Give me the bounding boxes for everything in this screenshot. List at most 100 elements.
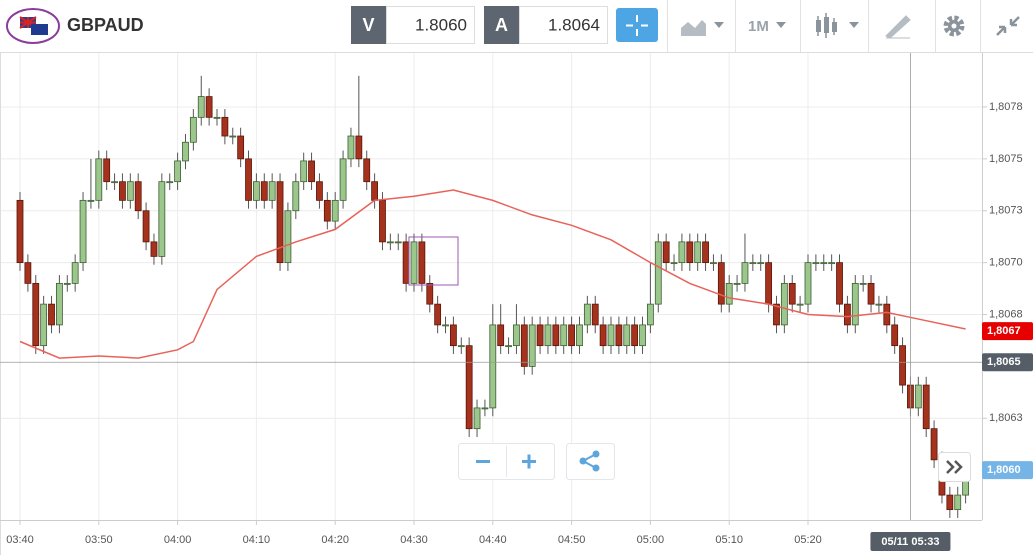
candle-body xyxy=(883,303,891,326)
x-tick-label: 04:20 xyxy=(321,534,349,546)
candle-body xyxy=(292,181,300,212)
candle-body xyxy=(591,303,599,326)
bid-label: V xyxy=(362,15,374,35)
candle-body xyxy=(276,181,284,264)
candle-body xyxy=(875,303,883,306)
candle-body xyxy=(111,181,118,184)
candle-body xyxy=(536,324,544,347)
timeframe[interactable]: 1M xyxy=(748,18,769,35)
draw-icon[interactable] xyxy=(885,15,911,39)
candle-body xyxy=(828,262,836,265)
candle-body xyxy=(379,199,386,243)
x-tick-label: 04:30 xyxy=(400,534,428,546)
candle-body xyxy=(174,160,182,183)
candle-body xyxy=(347,135,355,160)
candle-body xyxy=(607,324,615,347)
y-tick-label: 1,8078 xyxy=(989,101,1023,113)
candle-body xyxy=(851,282,859,326)
candle-body xyxy=(662,241,670,264)
candle-body xyxy=(654,241,662,305)
candle-body xyxy=(631,324,639,347)
flag-uk-cross xyxy=(19,16,37,29)
scroll-right-icon xyxy=(946,460,963,474)
candle-body xyxy=(497,324,505,347)
x-tick-label: 05:00 xyxy=(637,534,665,546)
candle-body xyxy=(426,282,434,305)
candle-body xyxy=(205,96,213,118)
ask-box xyxy=(519,6,608,44)
x-tick-label: 05:20 xyxy=(794,534,822,546)
candle-body xyxy=(386,241,394,244)
candle-body xyxy=(40,303,48,347)
candle-body xyxy=(520,324,528,367)
candle-body xyxy=(339,158,347,201)
chart-type-icon[interactable] xyxy=(681,20,706,36)
settings-icon-hole xyxy=(951,23,957,29)
candle-body xyxy=(647,303,654,326)
candle-body xyxy=(930,428,938,461)
candle-body xyxy=(16,199,24,264)
x-tick-label: 04:10 xyxy=(243,534,271,546)
candle-body xyxy=(158,181,166,257)
candle-body xyxy=(489,324,497,409)
candle-body xyxy=(954,494,962,511)
candle-body xyxy=(773,303,780,326)
candle-body xyxy=(481,407,489,410)
y-tick-label: 1,8075 xyxy=(989,153,1023,165)
bid-box xyxy=(386,6,475,44)
candle-body xyxy=(686,241,694,264)
candle-body xyxy=(63,282,71,285)
candle-body xyxy=(119,181,126,201)
candle-body xyxy=(780,282,788,326)
price-label: 1,8067 xyxy=(987,325,1021,337)
candle-body xyxy=(576,324,583,347)
candle-body xyxy=(142,210,150,243)
x-tick-label: 03:50 xyxy=(85,534,113,546)
ask-button[interactable] xyxy=(484,6,519,44)
candle-body xyxy=(79,199,87,264)
candle-body xyxy=(528,324,536,367)
y-tick-label: 1,8073 xyxy=(989,205,1023,217)
candle-body xyxy=(182,141,189,162)
candle-body xyxy=(284,210,292,264)
candle-body xyxy=(765,262,772,305)
candle-body xyxy=(316,181,323,201)
x-tick-label: 05:10 xyxy=(715,534,743,546)
settings-icon[interactable] xyxy=(943,15,965,37)
candle-body xyxy=(891,324,899,347)
candle-body xyxy=(678,241,686,264)
marks xyxy=(16,75,969,518)
candle-body xyxy=(505,345,512,348)
crosshair-button[interactable] xyxy=(616,8,658,42)
x-tick-label: 04:40 xyxy=(479,534,507,546)
candle-body xyxy=(457,345,465,348)
candle-body xyxy=(560,324,568,347)
candle-body xyxy=(615,324,623,347)
price-label-box xyxy=(982,461,1033,480)
bid-button[interactable] xyxy=(351,6,386,44)
candle-body xyxy=(599,324,607,347)
overlay: 1,8078 1,8075 1,8073 1,8070 1,8068 1,8063 03:4… xyxy=(0,53,1033,551)
candle-body xyxy=(859,282,867,285)
price-label: 1,8065 xyxy=(987,356,1021,368)
candle-body xyxy=(87,199,95,202)
selection-box xyxy=(408,236,459,286)
symbol: GBPAUD xyxy=(67,15,144,35)
candle-body xyxy=(717,262,725,305)
share-button[interactable] xyxy=(566,443,615,480)
candle-body xyxy=(552,324,560,347)
ask-price: 1.8064 xyxy=(548,15,600,34)
candle-body xyxy=(513,324,520,347)
x-tick-label: 04:00 xyxy=(164,534,192,546)
zoom-in[interactable] xyxy=(522,454,536,469)
candle-body xyxy=(796,303,804,306)
candle-body xyxy=(363,158,371,183)
collapse-icon[interactable] xyxy=(996,16,1020,36)
candle-body xyxy=(71,262,79,284)
timeframe-caret xyxy=(776,22,786,28)
candle-caret xyxy=(849,22,859,28)
candle-body xyxy=(323,199,331,222)
candle-body xyxy=(371,181,379,201)
candle-body xyxy=(126,181,134,201)
candle-icon[interactable] xyxy=(816,13,837,38)
